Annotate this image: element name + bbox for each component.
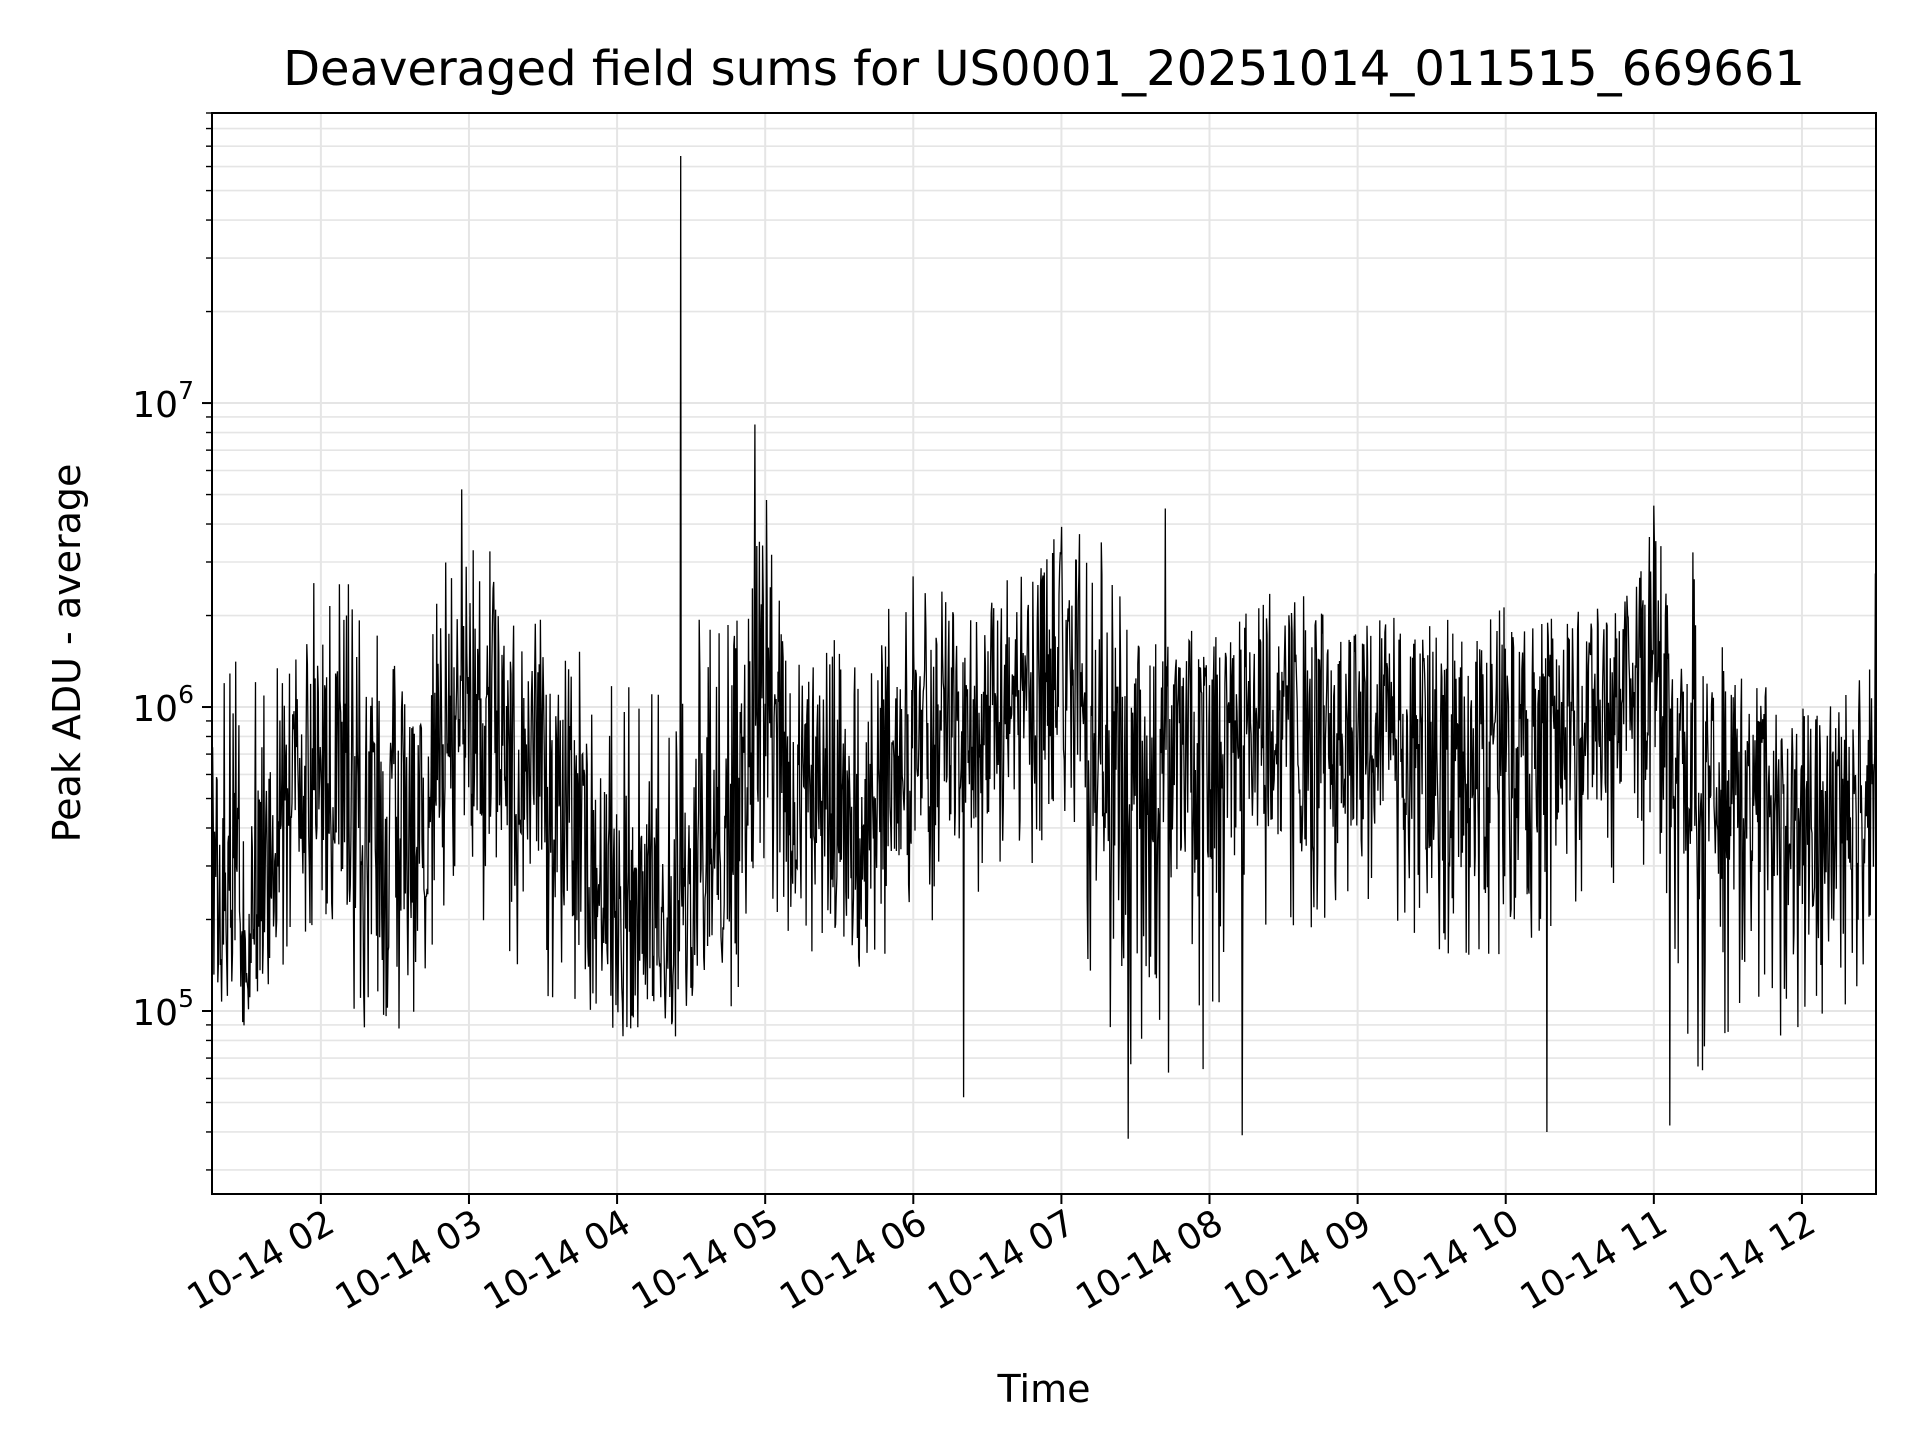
y-tick-label: 107 <box>132 376 194 426</box>
series-line <box>211 155 1877 1139</box>
series-layer <box>211 155 1877 1139</box>
y-tick-label: 106 <box>132 680 194 730</box>
y-axis-label: Peak ADU - average <box>45 464 89 843</box>
y-axis: 105 106 107 <box>132 112 212 1171</box>
x-axis-label: Time <box>997 1367 1091 1411</box>
y-tick-label: 105 <box>132 984 194 1034</box>
chart-title: Deaveraged field sums for US0001_2025101… <box>283 41 1805 97</box>
grid <box>212 112 1876 1194</box>
plot-frame <box>211 112 1877 1195</box>
